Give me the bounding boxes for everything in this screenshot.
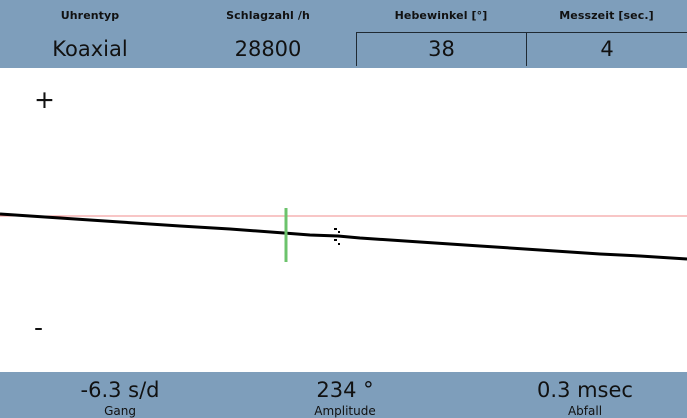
- beat-error-label: Abfall: [567, 404, 603, 418]
- trace-scatter-marks: [329, 228, 340, 245]
- rate-trace-plot: [0, 208, 687, 262]
- rate-result: -6.3 s/d Gang: [40, 372, 200, 418]
- parameter-bar: Uhrentyp Koaxial Schlagzahl /h 28800 Heb…: [0, 0, 687, 68]
- lift-angle-param[interactable]: Hebewinkel [°] 38: [356, 0, 526, 68]
- amplitude-result: 234 ° Amplitude: [265, 372, 425, 418]
- beat-rate-value: 28800: [234, 37, 302, 61]
- measure-time-param[interactable]: Messzeit [sec.] 4: [526, 0, 687, 68]
- amplitude-label: Amplitude: [314, 404, 376, 418]
- beat-rate-param[interactable]: Schlagzahl /h 28800: [180, 0, 356, 68]
- watch-type-value: Koaxial: [52, 37, 128, 61]
- watch-type-param[interactable]: Uhrentyp Koaxial: [0, 0, 180, 68]
- measure-time-field[interactable]: 4: [526, 32, 687, 66]
- minus-axis-label: -: [34, 313, 44, 342]
- beat-error-result: 0.3 msec Abfall: [505, 372, 665, 418]
- rate-value: -6.3 s/d: [80, 378, 160, 402]
- beat-error-value: 0.3 msec: [537, 378, 633, 402]
- plus-axis-label: +: [34, 85, 55, 114]
- amplitude-value: 234 °: [316, 378, 374, 402]
- lift-angle-field[interactable]: 38: [356, 32, 526, 66]
- beat-rate-label: Schlagzahl /h: [226, 9, 310, 22]
- results-bar: -6.3 s/d Gang 234 ° Amplitude 0.3 msec A…: [0, 372, 687, 418]
- rate-label: Gang: [104, 404, 136, 418]
- watch-type-label: Uhrentyp: [60, 9, 120, 22]
- measure-time-label: Messzeit [sec.]: [559, 9, 654, 22]
- rate-trace-line: [0, 212, 687, 261]
- lift-angle-label: Hebewinkel [°]: [394, 9, 488, 22]
